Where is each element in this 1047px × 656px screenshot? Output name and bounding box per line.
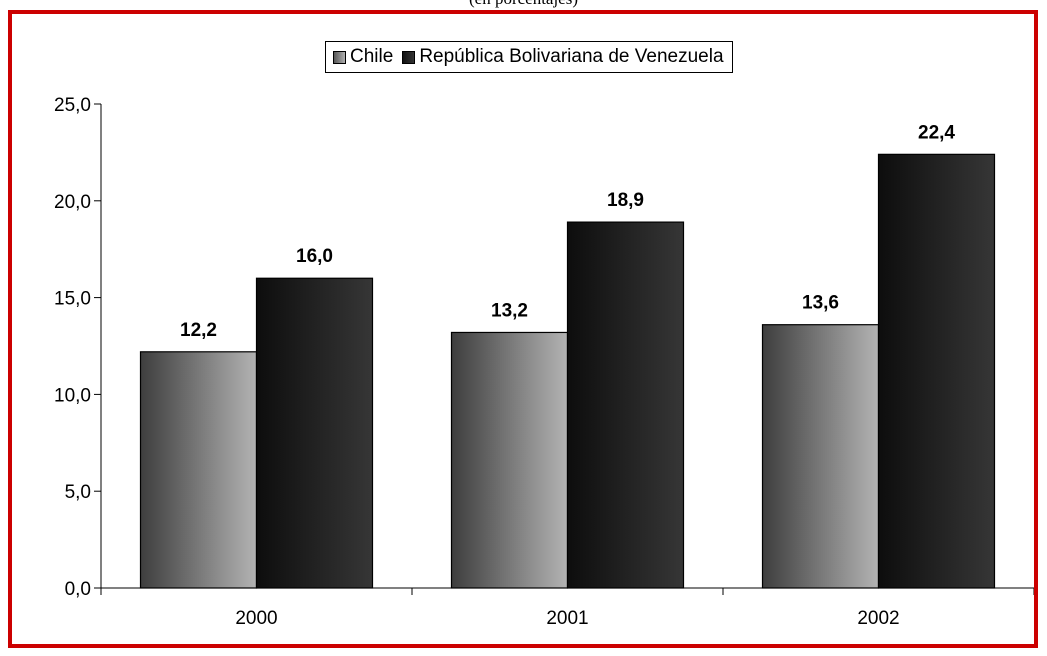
chart-frame: 0,0 5,0 10,0 15,0 20,0 25,0 12,2 16,0 2000 13,2 1…	[8, 10, 1038, 648]
chart-bars	[139, 153, 996, 589]
legend-swatch-chile	[333, 50, 346, 64]
bar-chile-2001	[450, 331, 569, 589]
legend-label-chile: Chile	[350, 46, 394, 67]
y-tick-label: 25,0	[54, 95, 91, 116]
bar-chile-2000	[139, 351, 258, 589]
y-tick-label: 20,0	[54, 192, 91, 213]
chart-caption: (en porcentajes)	[0, 0, 1047, 9]
legend-item-venezuela: República Bolivariana de Venezuela	[402, 46, 724, 68]
x-tick-label-2000: 2000	[235, 608, 277, 629]
bar-chile-2002	[761, 324, 880, 589]
legend-label-venezuela: República Bolivariana de Venezuela	[419, 46, 724, 67]
data-label-chile-2002: 13,6	[802, 293, 839, 314]
bar-venezuela-2001	[566, 221, 685, 589]
y-tick-label: 5,0	[65, 482, 91, 503]
data-label-venezuela-2001: 18,9	[607, 190, 644, 211]
legend-item-chile: Chile	[333, 46, 393, 68]
data-label-chile-2001: 13,2	[491, 300, 528, 321]
x-tick-label-2001: 2001	[546, 608, 588, 629]
chart-labels: 12,2 16,0 2000 13,2 18,9 2001 13,6 22,4 2002	[180, 122, 955, 629]
chart-legend: Chile República Bolivariana de Venezuela	[325, 41, 733, 73]
legend-swatch-venezuela	[402, 50, 416, 64]
y-tick-label: 0,0	[65, 579, 91, 600]
bar-venezuela-2000	[255, 277, 374, 589]
x-tick-label-2002: 2002	[857, 608, 899, 629]
y-tick-label: 15,0	[54, 289, 91, 310]
bar-venezuela-2002	[877, 153, 996, 589]
data-label-venezuela-2002: 22,4	[918, 122, 955, 143]
data-label-venezuela-2000: 16,0	[296, 246, 333, 267]
data-label-chile-2000: 12,2	[180, 320, 217, 341]
bar-chart: 0,05,010,015,020,025,0 12,216,0200013,21…	[54, 95, 1034, 629]
y-tick-label: 10,0	[54, 385, 91, 406]
